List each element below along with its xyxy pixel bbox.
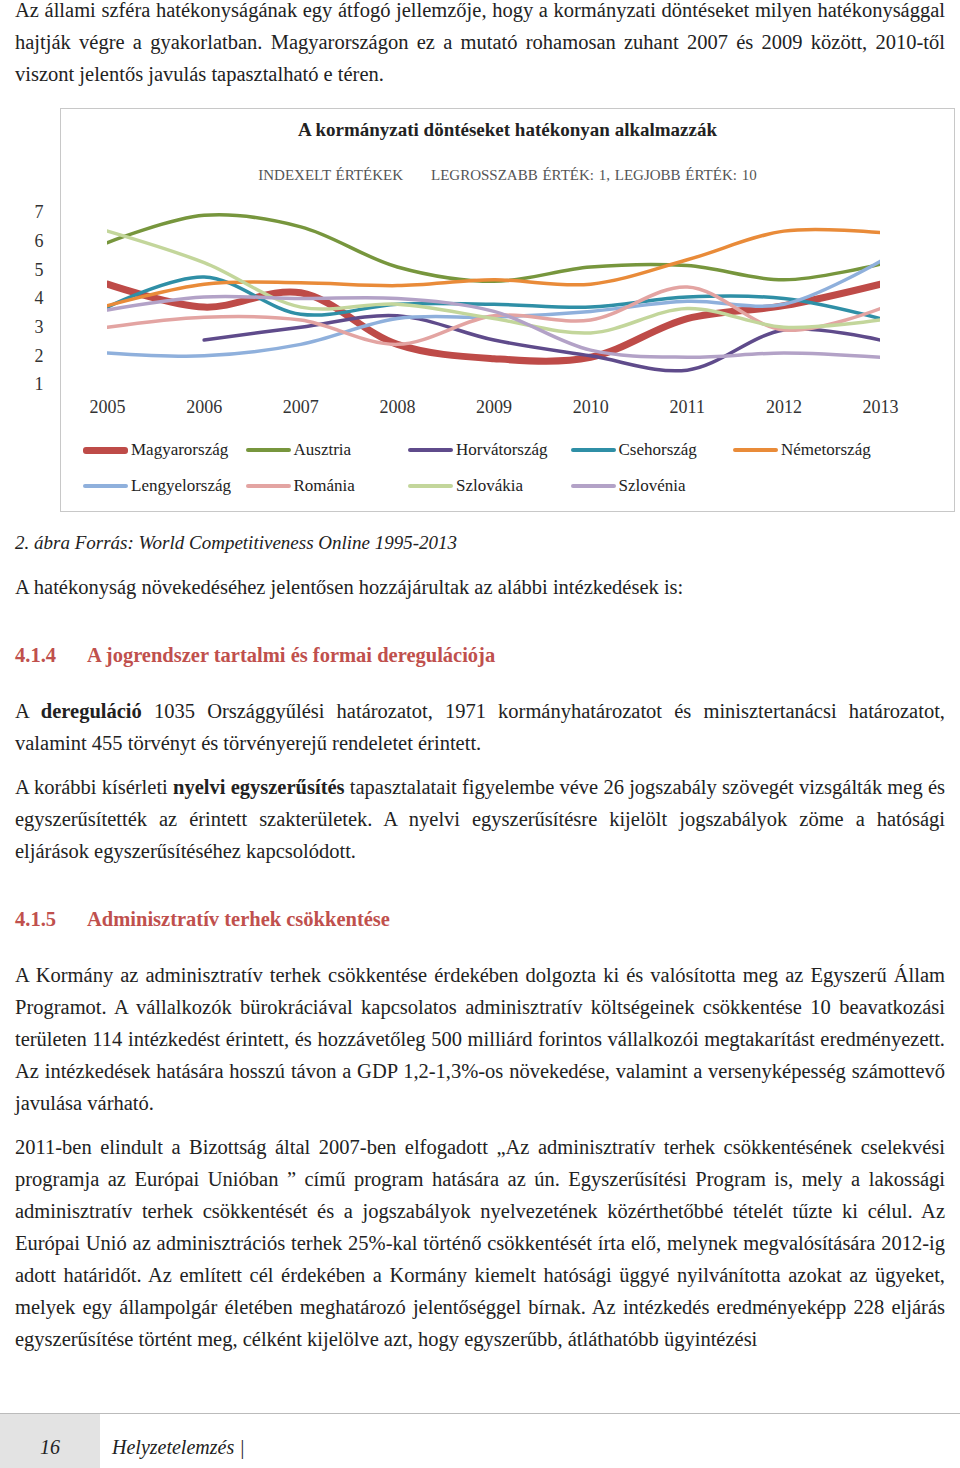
html-text:Helyzetelemzés |: Helyzetelemzés | <box>112 1436 245 1458</box>
html-text:2011-ben elindult a Bizottság: 2011-ben elindult a Bizottság által 2007… <box>15 1136 945 1350</box>
html-text:Adminisztratív terhek csökkent: Adminisztratív terhek csökkentése <box>87 908 390 930</box>
html-text:Lengyelország: Lengyelország <box>131 476 232 495</box>
svg-text:2012: 2012 <box>766 397 802 417</box>
svg-text:6: 6 <box>35 231 44 251</box>
svg-text:2005: 2005 <box>90 397 126 417</box>
html-text:Magyarország: Magyarország <box>131 440 229 459</box>
svg-text:2013: 2013 <box>863 397 899 417</box>
html-text:A korábbi kísérleti nyelvi egy: A korábbi kísérleti nyelvi egyszerűsítés… <box>15 776 945 862</box>
html-text:A kormányzati döntéseket haték: A kormányzati döntéseket hatékonyan alka… <box>298 119 717 140</box>
svg-text:4: 4 <box>35 288 44 308</box>
svg-text:7: 7 <box>35 202 44 222</box>
svg-text:2: 2 <box>35 346 44 366</box>
html-text:LEGROSSZABB ÉRTÉK: 1, LEGJOBB: LEGROSSZABB ÉRTÉK: 1, LEGJOBB ÉRTÉK: 10 <box>431 167 757 183</box>
html-text:Szlovákia: Szlovákia <box>456 476 523 495</box>
svg-text:2009: 2009 <box>476 397 512 417</box>
html-text:Csehország: Csehország <box>618 440 697 459</box>
html-text:Németország: Németország <box>781 440 871 459</box>
svg-text:2010: 2010 <box>573 397 609 417</box>
svg-text:3: 3 <box>35 317 44 337</box>
html-text:Ausztria: Ausztria <box>293 440 352 459</box>
html-text:Az állami szféra hatékonyságán: Az állami szféra hatékonyságának egy átf… <box>15 0 945 85</box>
html-text:INDEXELT ÉRTÉKEK: INDEXELT ÉRTÉKEK <box>258 167 403 183</box>
html-text:A jogrendszer tartalmi és form: A jogrendszer tartalmi és formai deregul… <box>87 644 496 666</box>
html-text:4.1.4: 4.1.4 <box>15 644 56 666</box>
svg-text:2008: 2008 <box>379 397 415 417</box>
html-text:A Kormány az adminisztratív te: A Kormány az adminisztratív terhek csökk… <box>15 964 945 1114</box>
html-text:Horvátország: Horvátország <box>456 440 548 459</box>
html-text:A hatékonyság növekedéséhez je: A hatékonyság növekedéséhez jelentősen h… <box>15 576 684 598</box>
html-text:Szlovénia: Szlovénia <box>618 476 686 495</box>
svg-text:2007: 2007 <box>283 397 319 417</box>
svg-text:1: 1 <box>35 374 44 394</box>
svg-text:2011: 2011 <box>670 397 705 417</box>
svg-text:2006: 2006 <box>186 397 222 417</box>
html-text:2. ábra Forrás: World Competit: 2. ábra Forrás: World Competitiveness On… <box>15 532 458 553</box>
html-text:Románia: Románia <box>293 476 355 495</box>
svg-text:5: 5 <box>35 260 44 280</box>
html-text:16: 16 <box>40 1436 60 1458</box>
html-text:4.1.5: 4.1.5 <box>15 908 56 930</box>
html-text:A dereguláció 1035 Országgyűlé: A dereguláció 1035 Országgyűlési határoz… <box>15 700 945 754</box>
